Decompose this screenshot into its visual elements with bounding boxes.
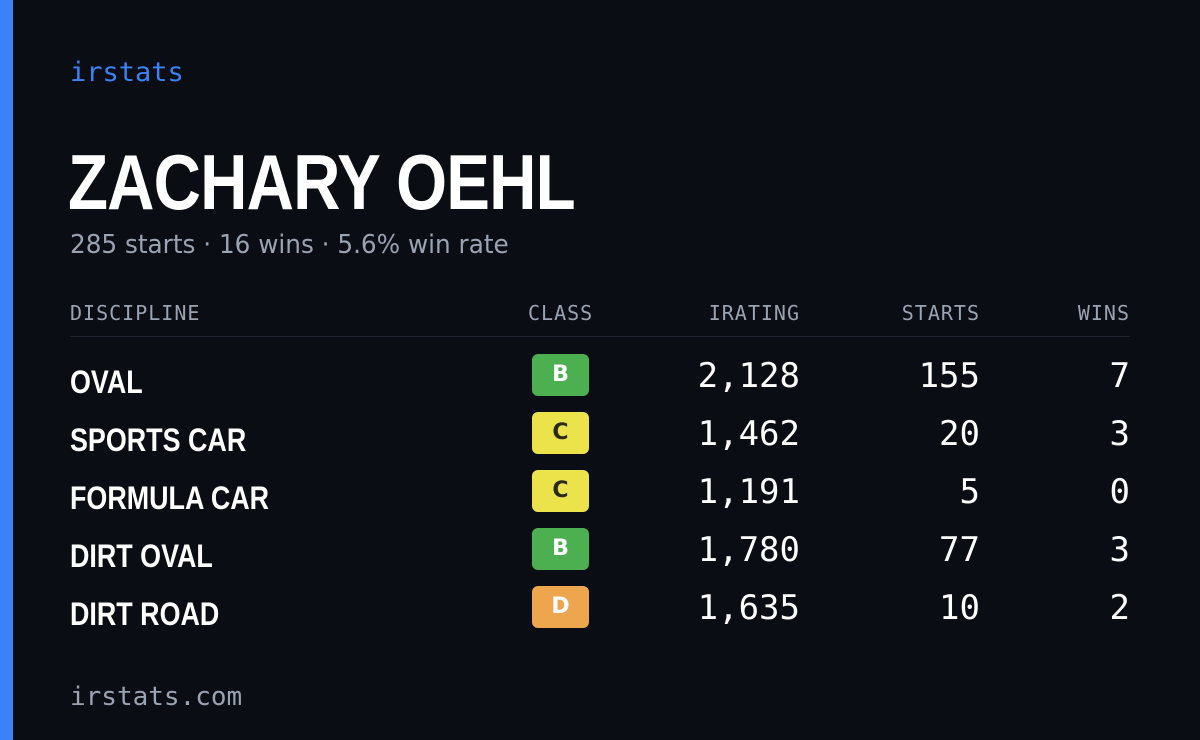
starts-value: 10 <box>939 588 980 628</box>
header-class: CLASS <box>528 301 594 325</box>
wins-value: 3 <box>1109 530 1130 570</box>
brand-logo: irstats <box>70 57 184 88</box>
irating-value: 1,635 <box>697 588 800 628</box>
table-header: DISCIPLINE CLASS IRATING STARTS WINS <box>70 296 1130 337</box>
starts-value: 20 <box>939 414 980 454</box>
table-rows: OVAL B 2,128 155 7 SPORTS CAR C 1,462 20… <box>70 352 1130 642</box>
class-badge: C <box>532 412 589 454</box>
driver-name: ZACHARY OEHL <box>68 138 576 226</box>
discipline-name: SPORTS CAR <box>70 422 247 458</box>
wins-value: 0 <box>1109 472 1130 512</box>
starts-value: 5 <box>959 472 980 512</box>
table-row: OVAL B 2,128 155 7 <box>70 352 1130 410</box>
table-row: DIRT ROAD D 1,635 10 2 <box>70 584 1130 642</box>
class-badge: C <box>532 470 589 512</box>
header-irating: IRATING <box>708 301 800 325</box>
wins-value: 7 <box>1109 356 1130 396</box>
stats-table: DISCIPLINE CLASS IRATING STARTS WINS OVA… <box>70 296 1130 632</box>
class-badge: B <box>532 528 589 570</box>
class-badge: B <box>532 354 589 396</box>
table-row: DIRT OVAL B 1,780 77 3 <box>70 526 1130 584</box>
irating-value: 1,780 <box>697 530 800 570</box>
header-starts: STARTS <box>901 301 980 325</box>
table-row: SPORTS CAR C 1,462 20 3 <box>70 410 1130 468</box>
starts-value: 77 <box>939 530 980 570</box>
irating-value: 1,191 <box>697 472 800 512</box>
header-discipline: DISCIPLINE <box>70 301 201 325</box>
header-wins: WINS <box>1077 301 1130 325</box>
discipline-name: FORMULA CAR <box>70 480 270 516</box>
footer-url: irstats.com <box>70 682 243 712</box>
irating-value: 1,462 <box>697 414 800 454</box>
discipline-name: OVAL <box>70 364 143 400</box>
class-badge: D <box>532 586 589 628</box>
accent-bar <box>0 0 13 740</box>
starts-value: 155 <box>918 356 980 396</box>
discipline-name: DIRT ROAD <box>70 596 220 632</box>
wins-value: 2 <box>1109 588 1130 628</box>
wins-value: 3 <box>1109 414 1130 454</box>
table-row: FORMULA CAR C 1,191 5 0 <box>70 468 1130 526</box>
driver-summary: 285 starts · 16 wins · 5.6% win rate <box>70 230 509 260</box>
discipline-name: DIRT OVAL <box>70 538 213 574</box>
irating-value: 2,128 <box>697 356 800 396</box>
